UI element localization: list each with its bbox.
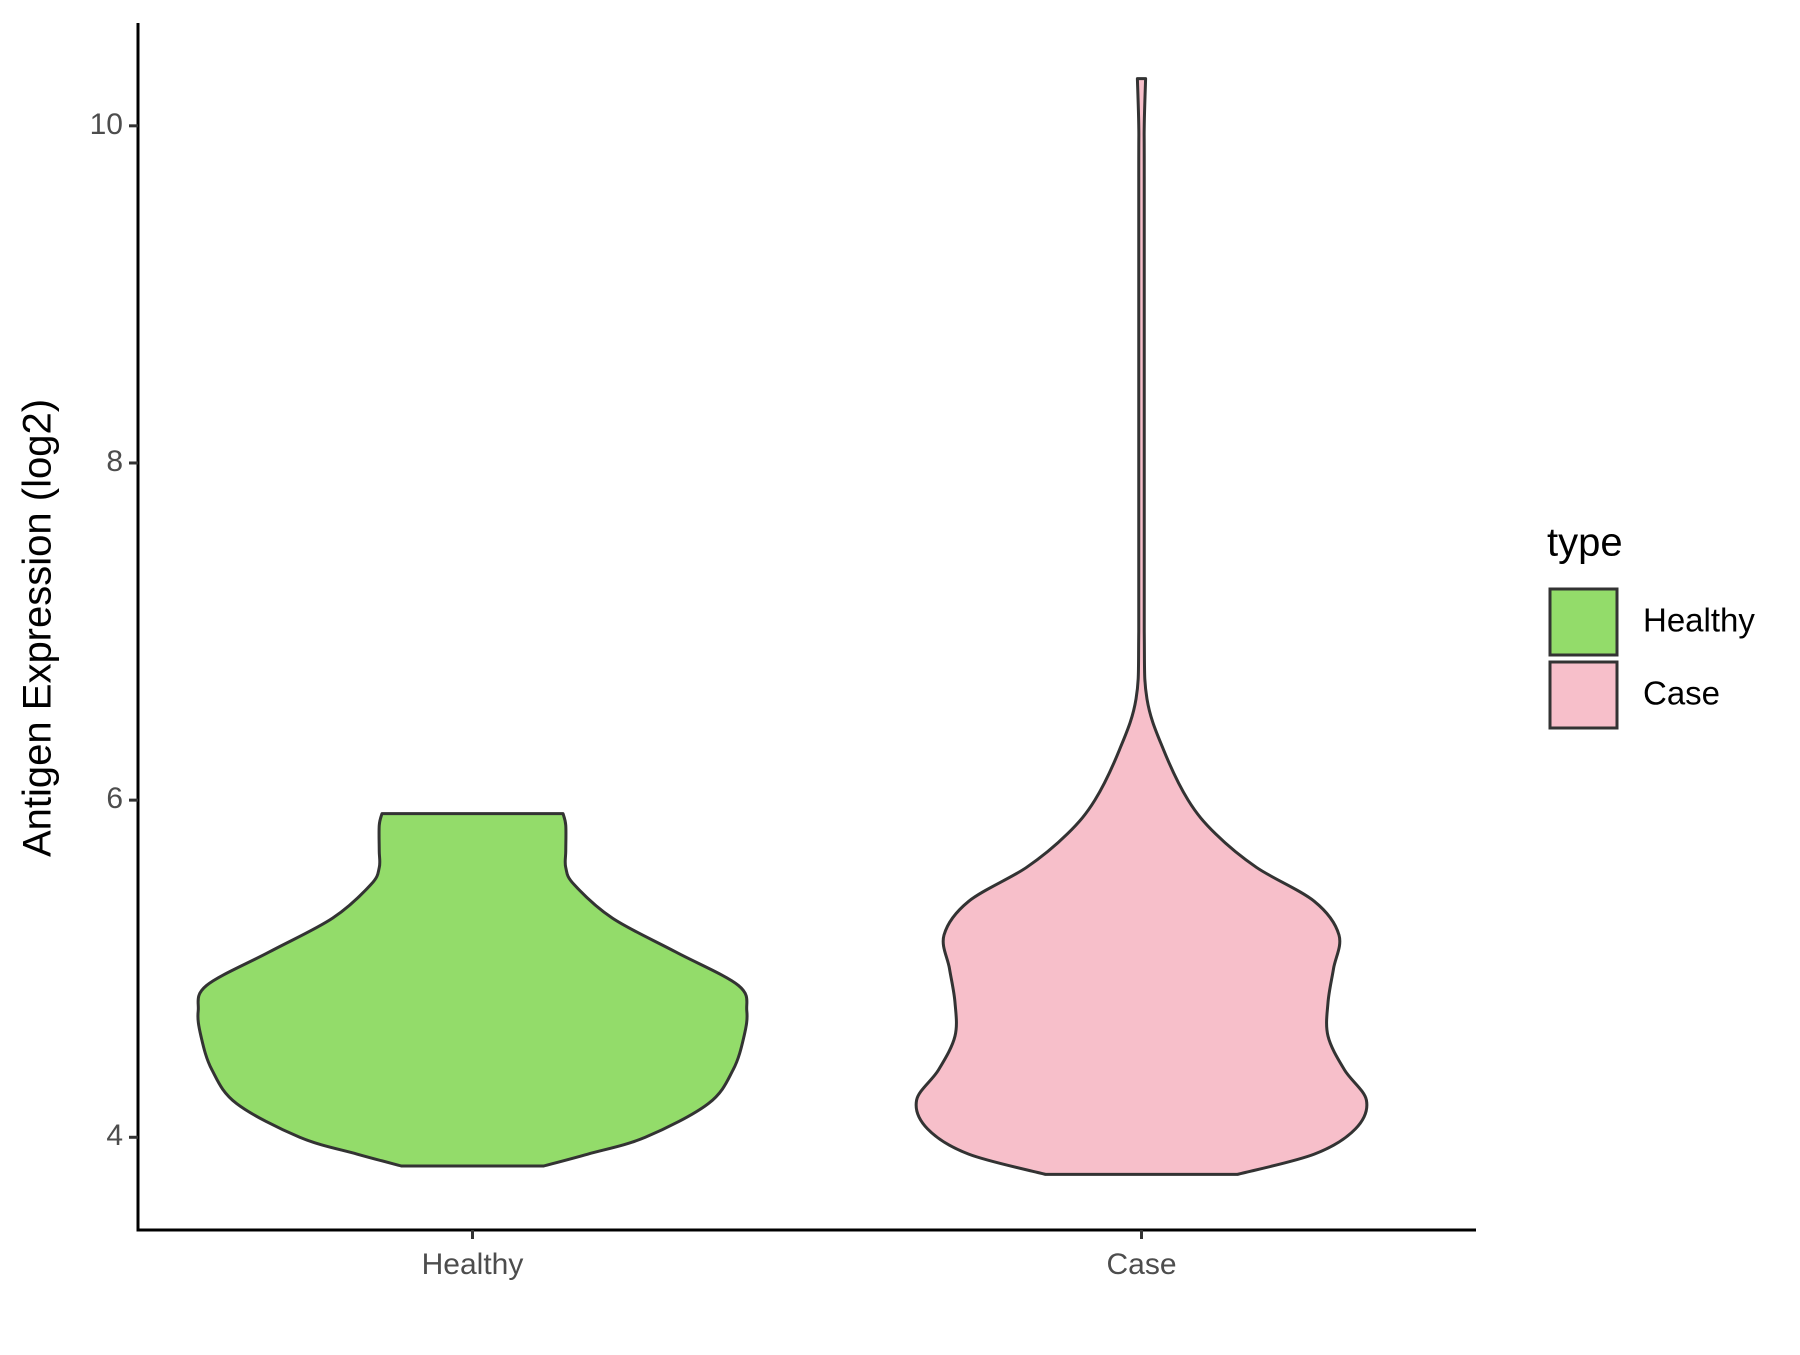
legend-title: type <box>1547 521 1623 565</box>
x-tick-label: Healthy <box>422 1248 524 1281</box>
legend-label: Healthy <box>1643 602 1755 639</box>
y-tick-label: 8 <box>106 445 123 478</box>
legend-key <box>1548 587 1619 657</box>
y-tick-label: 6 <box>106 782 123 815</box>
y-tick-label: 4 <box>106 1119 123 1152</box>
legend-label: Case <box>1643 675 1720 712</box>
violin <box>914 77 1369 1176</box>
y-tick-label: 10 <box>90 108 123 141</box>
y-axis-title: Antigen Expression (log2) <box>16 399 60 857</box>
violin <box>196 812 749 1168</box>
legend-key <box>1548 660 1619 730</box>
x-tick-label: Case <box>1106 1248 1176 1281</box>
